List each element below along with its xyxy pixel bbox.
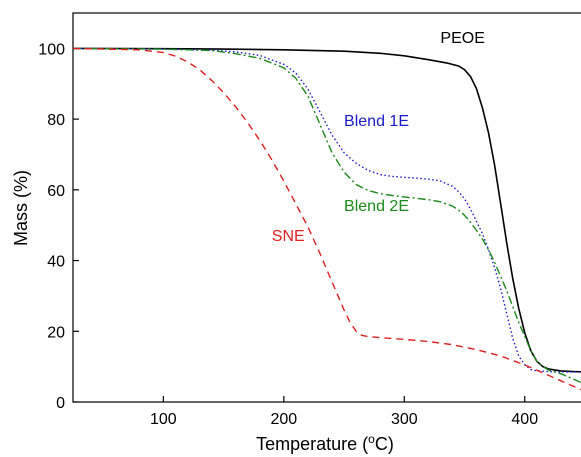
x-axis-title: Temperature (oC) [256, 432, 394, 454]
y-tick-label: 40 [47, 254, 65, 271]
series-line-peoe [72, 47, 581, 373]
series-line-blend-1e [72, 47, 581, 373]
series-label-peoe: PEOE [440, 30, 484, 47]
series-label-blend-1e: Blend 1E [344, 113, 409, 130]
x-tick-label: 200 [270, 411, 297, 428]
series-labels: PEOE Blend 1E Blend 2E SNE [272, 30, 485, 245]
series-line-blend-2e [72, 47, 581, 384]
y-tick-label: 60 [47, 183, 65, 200]
y-tick-label: 20 [47, 324, 65, 341]
plot-frame [72, 12, 581, 403]
y-tick-label: 100 [38, 41, 65, 58]
series-label-blend-2e: Blend 2E [344, 198, 409, 215]
series-label-sne: SNE [272, 228, 305, 245]
x-tick-label: 100 [150, 411, 177, 428]
y-axis-title: Mass (%) [11, 170, 31, 246]
y-tick-label: 80 [47, 112, 65, 129]
series-line-sne [72, 47, 581, 391]
y-tick-label: 0 [56, 395, 65, 412]
series-lines [72, 47, 581, 391]
x-tick-label: 400 [511, 411, 538, 428]
x-tick-label: 300 [391, 411, 418, 428]
